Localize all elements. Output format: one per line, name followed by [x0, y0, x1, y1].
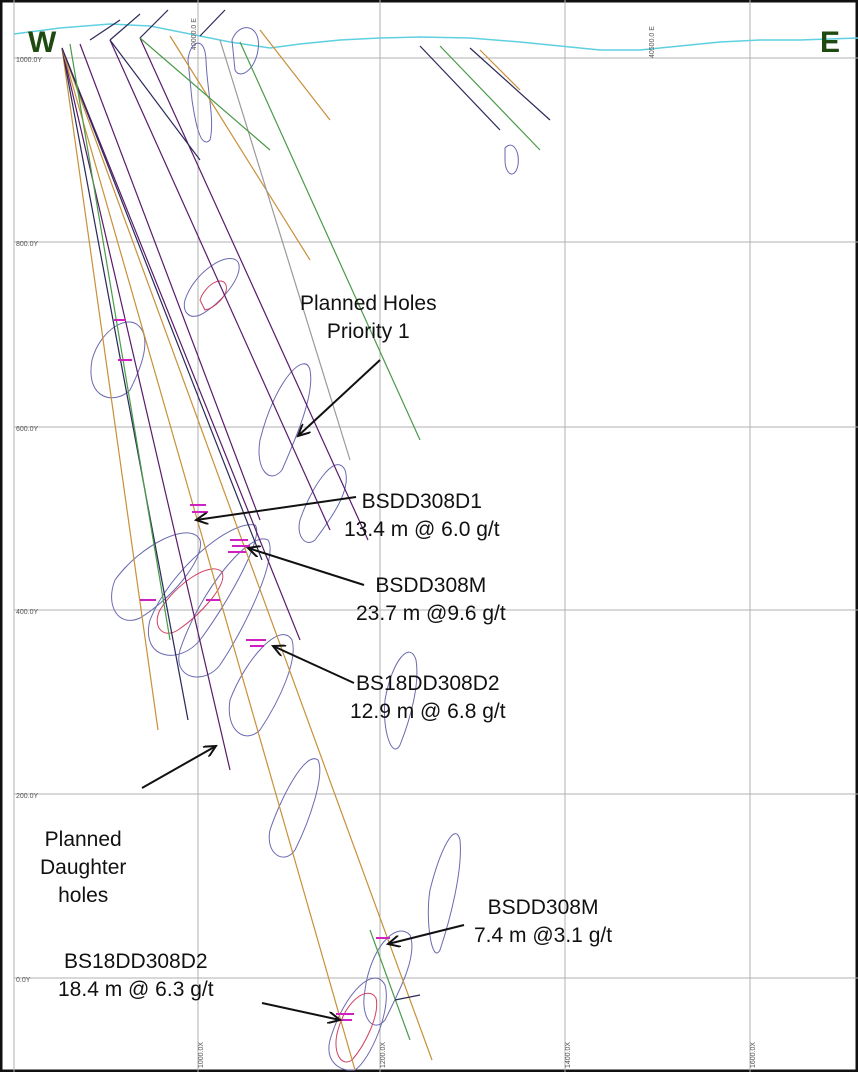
intercept-grade: 18.4 m @ 6.3 g/t — [58, 976, 214, 1004]
intercept-grade: 23.7 m @9.6 g/t — [356, 600, 506, 628]
y-label-800: 800.0Y — [16, 241, 39, 248]
hole-id: BSDD308D1 — [344, 488, 500, 516]
x-label-1400: 1400.0X — [565, 1042, 572, 1068]
y-label-0: 0.0Y — [16, 977, 31, 984]
annotation-bs18dd308d2-upper: BS18DD308D2 12.9 m @ 6.8 g/t — [350, 670, 506, 726]
annotation-bsdd308m-lower: BSDD308M 7.4 m @3.1 g/t — [474, 894, 612, 950]
hole-id: BSDD308M — [474, 894, 612, 922]
x-label-1600: 1600.0X — [750, 1042, 757, 1068]
annotation-bsdd308d1: BSDD308D1 13.4 m @ 6.0 g/t — [344, 488, 500, 544]
annotation-line: Priority 1 — [300, 318, 437, 346]
compass-east: E — [820, 26, 840, 59]
y-label-400: 400.0Y — [16, 609, 39, 616]
intercept-grade: 13.4 m @ 6.0 g/t — [344, 516, 500, 544]
annotation-planned-daughter-holes: Planned Daughter holes — [40, 826, 126, 910]
intercept-grade: 7.4 m @3.1 g/t — [474, 922, 612, 950]
annotation-line: Planned — [40, 826, 126, 854]
hole-id: BS18DD308D2 — [58, 948, 214, 976]
annotation-planned-holes-priority-1: Planned Holes Priority 1 — [300, 290, 437, 346]
annotation-bs18dd308d2-lower: BS18DD308D2 18.4 m @ 6.3 g/t — [58, 948, 214, 1004]
compass-west: W — [28, 26, 57, 59]
intercept-grade: 12.9 m @ 6.8 g/t — [350, 698, 506, 726]
hole-id: BS18DD308D2 — [350, 670, 506, 698]
y-label-200: 200.0Y — [16, 793, 39, 800]
y-label-600: 600.0Y — [16, 426, 39, 433]
x-label-1200: 1200.0X — [380, 1042, 387, 1068]
easting-label-40000: 40000.0 E — [191, 18, 198, 50]
easting-label-40500: 40500.0 E — [649, 26, 656, 58]
annotation-line: holes — [40, 882, 126, 910]
hole-id: BSDD308M — [356, 572, 506, 600]
annotation-bsdd308m-upper: BSDD308M 23.7 m @9.6 g/t — [356, 572, 506, 628]
annotation-line: Planned Holes — [300, 290, 437, 318]
x-label-1000: 1000.0X — [198, 1042, 205, 1068]
annotation-line: Daughter — [40, 854, 126, 882]
